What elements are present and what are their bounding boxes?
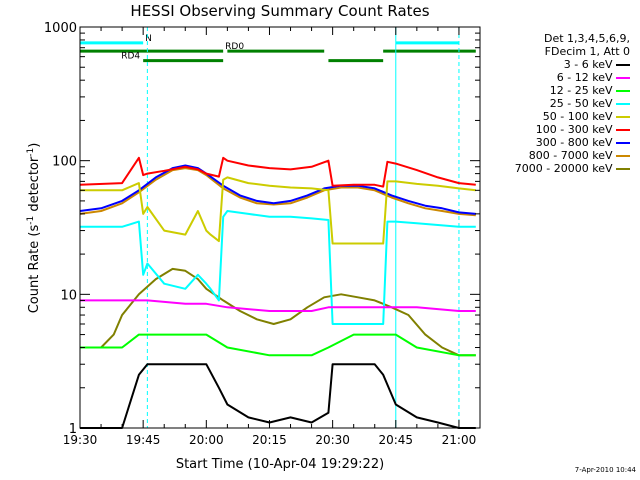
legend-entry-8: 7000 - 20000 keV <box>515 162 630 175</box>
legend-label-3: 25 - 50 keV <box>549 97 616 110</box>
legend-label-6: 300 - 800 keV <box>535 136 616 149</box>
legend-label-0: 3 - 6 keV <box>563 58 616 71</box>
y-tick-label-2: 100 <box>52 155 77 170</box>
y-label-end: ) <box>27 143 42 148</box>
legend-label-4: 50 - 100 keV <box>542 110 616 123</box>
legend-swatch-6 <box>616 142 630 144</box>
flag-rd4-label: RD4 <box>121 52 140 62</box>
series-line-2 <box>80 333 476 357</box>
date-stamp: 7-Apr-2010 10:44 <box>574 466 636 474</box>
series-line-3 <box>80 210 476 325</box>
x-tick-label-0: 19:30 <box>63 433 98 447</box>
y-tick-label-1: 10 <box>60 288 77 303</box>
chart-title: HESSI Observing Summary Count Rates <box>130 2 429 20</box>
legend-swatch-1 <box>616 77 630 79</box>
legend-entry-6: 300 - 800 keV <box>536 136 630 149</box>
legend-entry-4: 50 - 100 keV <box>543 110 630 123</box>
flag-rd0-label: RD0 <box>225 42 244 52</box>
legend-entry-2: 12 - 25 keV <box>550 84 630 97</box>
series-line-8 <box>80 267 476 357</box>
legend-header-1: FDecim 1, Att 0 <box>544 45 630 58</box>
legend-label-7: 800 - 7000 keV <box>528 149 616 162</box>
legend-swatch-5 <box>616 129 630 131</box>
series-line-6 <box>79 164 476 215</box>
x-tick-label-6: 21:00 <box>442 433 477 447</box>
y-label-main: Count Rate (s <box>27 225 42 314</box>
legend-swatch-8 <box>616 168 630 170</box>
y-axis-label: Count Rate (s-1 detector-1) <box>26 143 42 314</box>
x-tick-label-2: 20:00 <box>189 433 224 447</box>
x-tick-label-1: 19:45 <box>126 433 161 447</box>
y-label-mid: detector <box>27 156 42 216</box>
legend-label-8: 7000 - 20000 keV <box>514 162 616 175</box>
legend-swatch-3 <box>616 103 630 105</box>
flag-saa_N-label: N <box>145 34 152 44</box>
y-label-sup2: -1 <box>26 148 36 157</box>
flags-layer: N RD0 RD4 <box>80 34 476 63</box>
series-line-7 <box>79 167 476 217</box>
series-line-5 <box>79 156 476 188</box>
legend-label-5: 100 - 300 keV <box>535 123 616 136</box>
x-tick-label-4: 20:30 <box>315 433 350 447</box>
x-tick-label-3: 20:15 <box>252 433 287 447</box>
series-line-1 <box>80 299 476 312</box>
legend-entry-1: 6 - 12 keV <box>557 71 630 84</box>
series-line-0 <box>80 363 476 429</box>
legend-entry-3: 25 - 50 keV <box>550 97 630 110</box>
x-tick-label-5: 20:45 <box>378 433 413 447</box>
legend-swatch-0 <box>616 64 630 66</box>
legend-label-1: 6 - 12 keV <box>556 71 616 84</box>
plot-frame <box>79 26 481 429</box>
y-tick-label-0: 1 <box>69 422 77 437</box>
y-label-sup1: -1 <box>26 216 36 225</box>
ticks-layer: 19:30 19:45 20:00 20:15 20:30 20:45 21:00 1 10 10… <box>44 21 481 447</box>
y-tick-label-3: 1000 <box>44 21 77 36</box>
vlines-layer <box>79 27 460 428</box>
legend-entry-0: 3 - 6 keV <box>564 58 630 71</box>
legend-swatch-7 <box>616 155 630 157</box>
series-line-4 <box>80 176 476 245</box>
legend-swatch-2 <box>616 90 630 92</box>
legend-label-2: 12 - 25 keV <box>549 84 616 97</box>
legend-swatch-4 <box>616 116 630 118</box>
legend-header-0: Det 1,3,4,5,6,9, <box>543 32 630 45</box>
legend-entry-5: 100 - 300 keV <box>536 123 630 136</box>
x-axis-label: Start Time (10-Apr-04 19:29:22) <box>176 457 384 472</box>
legend-entry-7: 800 - 7000 keV <box>529 149 630 162</box>
series-layer <box>79 156 476 429</box>
